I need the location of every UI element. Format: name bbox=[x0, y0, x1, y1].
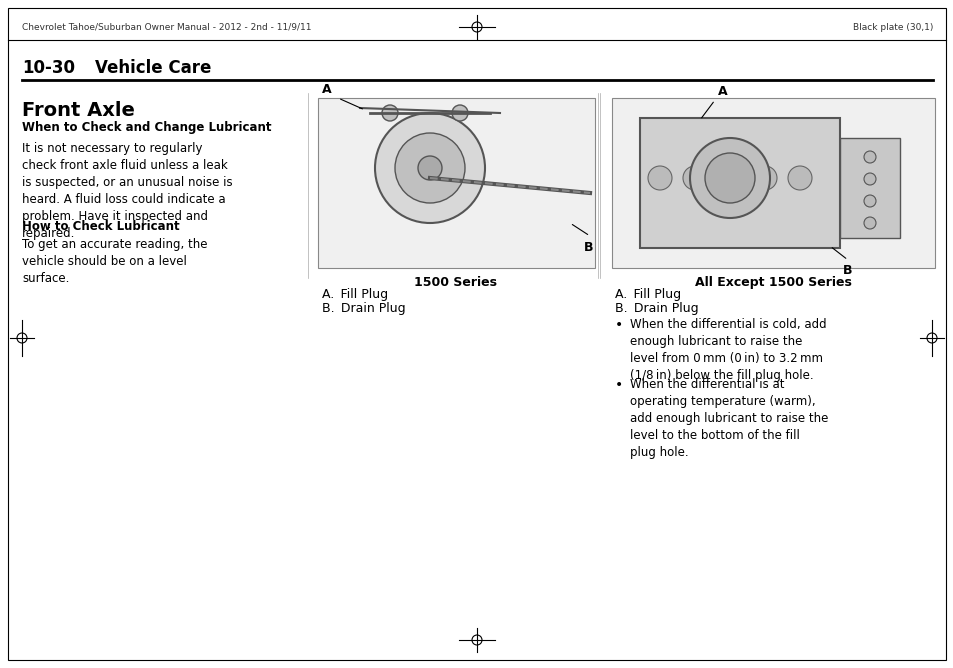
Text: When the differential is cold, add
enough lubricant to raise the
level from 0 mm: When the differential is cold, add enoug… bbox=[629, 318, 825, 382]
Text: It is not necessary to regularly
check front axle fluid unless a leak
is suspect: It is not necessary to regularly check f… bbox=[22, 142, 233, 240]
Circle shape bbox=[787, 166, 811, 190]
Circle shape bbox=[647, 166, 671, 190]
Text: Vehicle Care: Vehicle Care bbox=[95, 59, 212, 77]
Text: Chevrolet Tahoe/Suburban Owner Manual - 2012 - 2nd - 11/9/11: Chevrolet Tahoe/Suburban Owner Manual - … bbox=[22, 23, 312, 31]
Circle shape bbox=[472, 22, 481, 32]
Text: B: B bbox=[842, 264, 852, 277]
Text: 1500 Series: 1500 Series bbox=[414, 276, 497, 289]
Text: To get an accurate reading, the
vehicle should be on a level
surface.: To get an accurate reading, the vehicle … bbox=[22, 238, 208, 285]
Text: Black plate (30,1): Black plate (30,1) bbox=[852, 23, 932, 31]
Circle shape bbox=[395, 133, 464, 203]
Circle shape bbox=[17, 333, 27, 343]
Text: A: A bbox=[322, 83, 332, 96]
Text: A: A bbox=[718, 85, 727, 98]
Text: When to Check and Change Lubricant: When to Check and Change Lubricant bbox=[22, 121, 272, 134]
Bar bbox=[840, 138, 899, 238]
Circle shape bbox=[472, 635, 481, 645]
Circle shape bbox=[926, 333, 936, 343]
Circle shape bbox=[863, 173, 875, 185]
Circle shape bbox=[863, 151, 875, 163]
Circle shape bbox=[381, 105, 397, 121]
Bar bbox=[639, 118, 840, 248]
Text: All Except 1500 Series: All Except 1500 Series bbox=[694, 276, 850, 289]
Text: Front Axle: Front Axle bbox=[22, 101, 134, 120]
Text: How to Check Lubricant: How to Check Lubricant bbox=[22, 220, 179, 233]
Text: When the differential is at
operating temperature (warm),
add enough lubricant t: When the differential is at operating te… bbox=[629, 378, 827, 459]
Text: •: • bbox=[615, 378, 622, 392]
Circle shape bbox=[417, 156, 441, 180]
Bar bbox=[612, 98, 934, 268]
Circle shape bbox=[863, 195, 875, 207]
Bar bbox=[317, 98, 595, 268]
Text: B. Drain Plug: B. Drain Plug bbox=[322, 302, 405, 315]
Circle shape bbox=[863, 217, 875, 229]
Circle shape bbox=[718, 166, 741, 190]
Text: A. Fill Plug: A. Fill Plug bbox=[322, 288, 388, 301]
Text: B: B bbox=[583, 241, 593, 254]
Circle shape bbox=[752, 166, 776, 190]
Circle shape bbox=[689, 138, 769, 218]
Text: •: • bbox=[615, 318, 622, 332]
Text: 10-30: 10-30 bbox=[22, 59, 75, 77]
Text: A. Fill Plug: A. Fill Plug bbox=[615, 288, 680, 301]
Text: B. Drain Plug: B. Drain Plug bbox=[615, 302, 698, 315]
Circle shape bbox=[375, 113, 484, 223]
Circle shape bbox=[704, 153, 754, 203]
Circle shape bbox=[452, 105, 468, 121]
Circle shape bbox=[682, 166, 706, 190]
